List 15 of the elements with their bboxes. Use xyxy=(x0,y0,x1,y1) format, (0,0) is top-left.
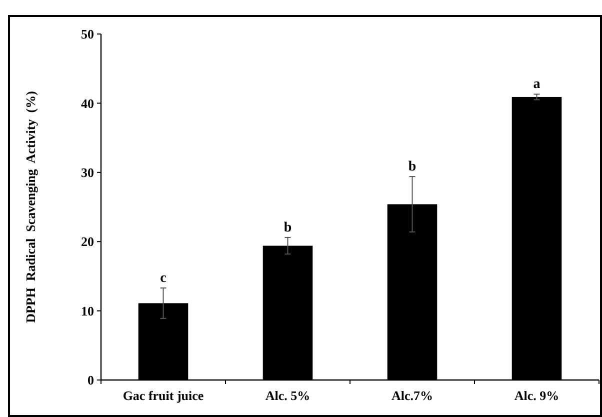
annotation: b xyxy=(284,220,292,236)
x-tick-label: Alc. 9% xyxy=(514,388,560,403)
x-tick-label: Alc.7% xyxy=(391,388,434,403)
annotation: c xyxy=(160,270,166,286)
x-tick-label: Gac fruit juice xyxy=(122,388,204,403)
y-tick-label: 20 xyxy=(81,234,94,250)
y-axis-title: DPPH Radical Scavenging Activity (%) xyxy=(23,91,38,323)
y-tick-label: 50 xyxy=(81,26,94,42)
y-tick-label: 0 xyxy=(88,372,94,388)
annotation: a xyxy=(533,77,540,92)
y-tick-label: 40 xyxy=(81,96,94,111)
y-tick-label: 10 xyxy=(81,303,94,318)
y-tick-label: 30 xyxy=(81,164,94,180)
annotation: b xyxy=(408,160,416,175)
x-tick-label: Alc. 5% xyxy=(265,388,310,403)
